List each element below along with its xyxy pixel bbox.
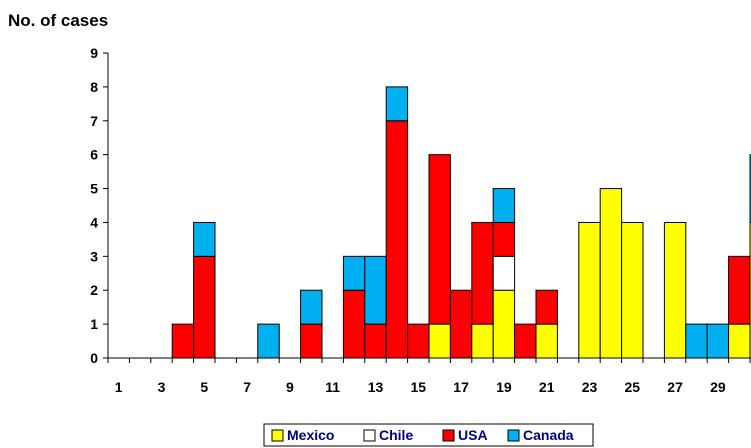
x-tick-label: 27 (667, 379, 683, 395)
x-tick-label: 29 (710, 379, 726, 395)
x-tick-label: 1 (115, 379, 123, 395)
bar-mexico-18 (471, 323, 494, 359)
legend-swatch-usa (442, 429, 455, 442)
bar-usa-15 (407, 323, 430, 359)
bar-mexico-21 (535, 323, 558, 359)
x-tick-label: 3 (158, 379, 166, 395)
bar-mexico-30 (728, 323, 751, 359)
x-tick-label: 17 (453, 379, 469, 395)
legend-label-chile: Chile (379, 427, 413, 443)
x-tick-label: 25 (625, 379, 641, 395)
bar-usa-14 (385, 120, 409, 359)
bar-usa-17 (449, 289, 473, 359)
bar-usa-18 (471, 221, 494, 325)
legend-label-mexico: Mexico (287, 427, 334, 443)
y-tick-label: 0 (90, 350, 98, 366)
bar-canada-8 (257, 323, 280, 359)
y-tick-label: 4 (90, 214, 98, 230)
y-tick-label: 8 (90, 79, 98, 95)
bar-usa-21 (535, 289, 558, 325)
bar-mexico-25 (621, 221, 644, 359)
bar-canada-28 (685, 323, 708, 359)
x-tick-label: 7 (243, 379, 251, 395)
x-tick-label: 5 (200, 379, 208, 395)
bars-group (171, 86, 751, 359)
legend-swatch-mexico (271, 429, 284, 442)
bar-usa-4 (171, 323, 195, 359)
x-tick-label: 21 (539, 379, 555, 395)
y-tick-labels: 0 1 2 3 4 5 6 7 8 9 (90, 45, 98, 366)
bar-usa-12 (342, 289, 366, 359)
y-axis-title: No. of cases (8, 11, 108, 30)
bar-mexico-23 (578, 221, 601, 359)
y-tick-label: 2 (90, 282, 98, 298)
bar-canada-12 (342, 255, 366, 291)
legend-label-usa: USA (458, 427, 488, 443)
bar-usa-5 (193, 255, 216, 359)
bar-chile-19 (492, 255, 516, 291)
x-tick-label: 23 (582, 379, 598, 395)
x-tick-label: 9 (286, 379, 294, 395)
bar-mexico-24 (599, 188, 623, 359)
bar-usa-19 (492, 221, 516, 257)
bar-usa-16 (428, 154, 451, 325)
y-tick-label: 9 (90, 45, 98, 61)
x-tick-label: 13 (368, 379, 384, 395)
y-tick-label: 3 (90, 248, 98, 264)
bar-usa-20 (514, 323, 537, 359)
bar-canada-29 (706, 323, 730, 359)
bar-mexico-27 (663, 221, 687, 359)
bar-usa-30 (728, 255, 751, 325)
legend: Mexico Chile USA Canada (263, 423, 594, 447)
bar-usa-10 (300, 323, 323, 359)
y-tick-label: 1 (90, 316, 98, 332)
y-tick-label: 5 (90, 181, 98, 197)
bar-canada-14 (385, 86, 409, 122)
bar-usa-13 (364, 323, 387, 359)
bar-canada-10 (300, 289, 323, 325)
bar-canada-19 (492, 188, 516, 223)
bar-mexico-19 (492, 289, 516, 359)
x-tick-label: 19 (496, 379, 512, 395)
x-tick-labels: 135791113151719212325272931 (115, 379, 726, 395)
legend-label-canada: Canada (523, 427, 574, 443)
legend-swatch-chile (363, 429, 376, 442)
y-tick-label: 6 (90, 147, 98, 163)
y-tick-label: 7 (90, 113, 98, 129)
bar-canada-13 (364, 255, 387, 325)
bar-mexico-16 (428, 323, 451, 359)
legend-swatch-canada (507, 429, 520, 442)
x-tick-label: 11 (325, 379, 340, 395)
axes-group (103, 52, 751, 363)
x-tick-label: 15 (411, 379, 427, 395)
bar-canada-5 (193, 221, 216, 257)
